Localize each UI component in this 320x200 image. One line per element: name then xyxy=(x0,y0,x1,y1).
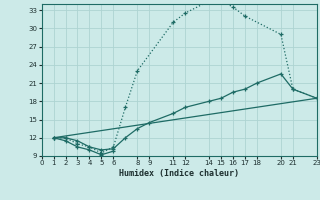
X-axis label: Humidex (Indice chaleur): Humidex (Indice chaleur) xyxy=(119,169,239,178)
